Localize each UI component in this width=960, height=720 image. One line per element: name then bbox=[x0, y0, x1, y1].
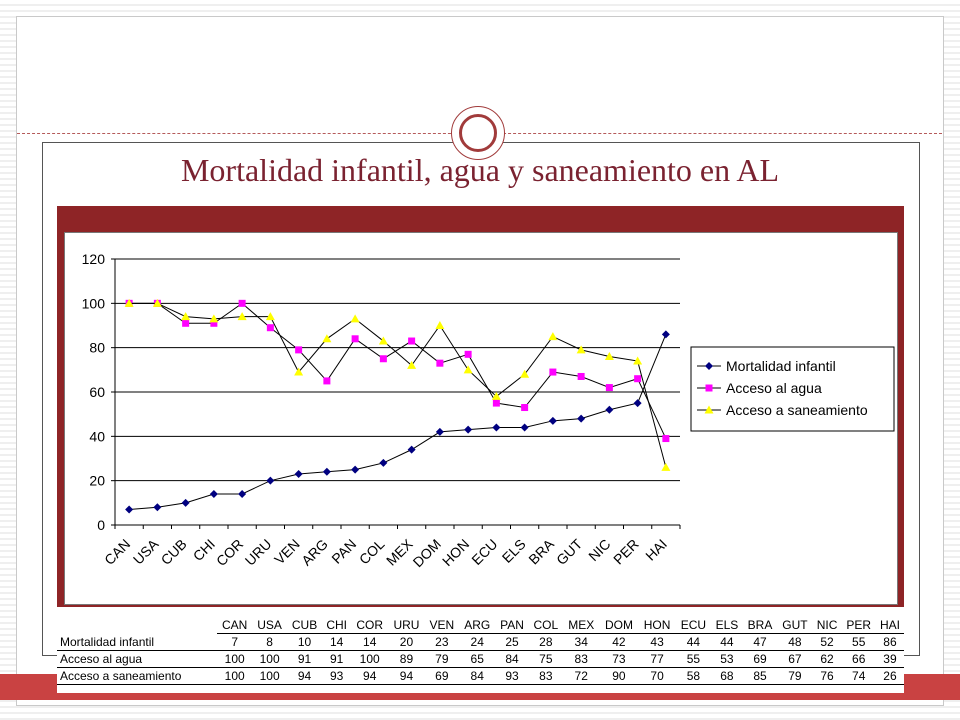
decorative-ring-icon bbox=[459, 114, 497, 152]
table-cell: 69 bbox=[742, 650, 778, 668]
table-cell: 24 bbox=[459, 633, 496, 651]
table-column-header: CHI bbox=[322, 617, 352, 634]
table-cell: 20 bbox=[388, 633, 425, 651]
table-cell: 100 bbox=[351, 650, 389, 668]
table-column-header: NIC bbox=[812, 617, 842, 634]
table-cell: 14 bbox=[322, 633, 352, 651]
table-column-header: COL bbox=[528, 617, 564, 634]
table-cell: 74 bbox=[841, 667, 876, 685]
table-cell: 72 bbox=[563, 667, 600, 685]
table-cell: 25 bbox=[495, 633, 529, 651]
table-column-header: CAN bbox=[217, 617, 253, 634]
table-cell: 93 bbox=[495, 667, 529, 685]
data-table: CAN USA CUB CHI COR URU VEN ARG PAN COL MEX DOM HON E… bbox=[57, 617, 904, 685]
table-cell: 93 bbox=[322, 667, 352, 685]
table-row: Acceso al agua 100 100 91 91 100 89 79 65 84 75 83 7… bbox=[57, 650, 904, 668]
table-column-header: BRA bbox=[742, 617, 778, 634]
table-cell: 44 bbox=[711, 633, 743, 651]
table-cell: 100 bbox=[217, 650, 253, 668]
table-cell: 77 bbox=[638, 650, 676, 668]
chart-area bbox=[64, 232, 898, 605]
table-cell: 52 bbox=[812, 633, 842, 651]
table-column-header: HAI bbox=[875, 617, 904, 634]
table-column-header: PAN bbox=[495, 617, 529, 634]
table-cell: 83 bbox=[563, 650, 600, 668]
table-cell: 69 bbox=[424, 667, 460, 685]
table-column-header: VEN bbox=[424, 617, 460, 634]
table-cell: 39 bbox=[875, 650, 904, 668]
table-cell: 44 bbox=[675, 633, 712, 651]
table-row-label: Acceso a saneamiento bbox=[57, 667, 217, 685]
table-row: Acceso a saneamiento 100 100 94 93 94 94 69 84 93… bbox=[57, 667, 904, 685]
table-cell: 73 bbox=[599, 650, 639, 668]
table-cell: 79 bbox=[777, 667, 813, 685]
table-cell: 85 bbox=[742, 667, 778, 685]
table-cell: 100 bbox=[252, 667, 287, 685]
table-cell: 91 bbox=[322, 650, 352, 668]
table-cell: 100 bbox=[217, 667, 253, 685]
table-header-row: CAN USA CUB CHI COR URU VEN ARG PAN COL MEX DOM HON E… bbox=[57, 617, 904, 634]
table-cell: 70 bbox=[638, 667, 676, 685]
table-cell: 58 bbox=[675, 667, 712, 685]
table-cell: 89 bbox=[388, 650, 425, 668]
table-cell: 34 bbox=[563, 633, 600, 651]
table-cell: 8 bbox=[252, 633, 287, 651]
table-cell: 23 bbox=[424, 633, 460, 651]
table-cell: 79 bbox=[424, 650, 460, 668]
table-cell: 66 bbox=[841, 650, 876, 668]
table-cell: 90 bbox=[599, 667, 639, 685]
table-cell: 55 bbox=[841, 633, 876, 651]
table-cell: 47 bbox=[742, 633, 778, 651]
table-cell: 84 bbox=[495, 650, 529, 668]
table-cell: 86 bbox=[875, 633, 904, 651]
table-column-header: PER bbox=[841, 617, 876, 634]
table-cell: 14 bbox=[351, 633, 389, 651]
table-cell: 94 bbox=[351, 667, 389, 685]
table-cell: 43 bbox=[638, 633, 676, 651]
table-cell: 55 bbox=[675, 650, 712, 668]
table-column-header: USA bbox=[252, 617, 287, 634]
table-column-header: MEX bbox=[563, 617, 600, 634]
table-cell: 84 bbox=[459, 667, 496, 685]
table-cell: 68 bbox=[711, 667, 743, 685]
table-column-header: ELS bbox=[711, 617, 743, 634]
table-cell: 53 bbox=[711, 650, 743, 668]
table-column-header: COR bbox=[351, 617, 389, 634]
table-column-header: URU bbox=[388, 617, 425, 634]
table-column-header: GUT bbox=[777, 617, 813, 634]
table-column-header: CUB bbox=[286, 617, 323, 634]
table-row: Mortalidad infantil 7 8 10 14 14 20 23 24 25 28 34 4… bbox=[57, 633, 904, 651]
table-cell: 7 bbox=[217, 633, 253, 651]
table-column-header: DOM bbox=[599, 617, 639, 634]
table-cell: 48 bbox=[777, 633, 813, 651]
table-cell: 91 bbox=[286, 650, 323, 668]
table-cell: 28 bbox=[528, 633, 564, 651]
table-cell: 75 bbox=[528, 650, 564, 668]
table-cell: 65 bbox=[459, 650, 496, 668]
slide-title: Mortalidad infantil, agua y saneamiento … bbox=[180, 152, 780, 188]
table-cell: 10 bbox=[286, 633, 323, 651]
table-cell: 67 bbox=[777, 650, 813, 668]
table-column-header: HON bbox=[638, 617, 676, 634]
table-row-label: Mortalidad infantil bbox=[57, 633, 217, 651]
table-cell: 94 bbox=[286, 667, 323, 685]
table-cell: 100 bbox=[252, 650, 287, 668]
table-cell: 62 bbox=[812, 650, 842, 668]
table-cell: 42 bbox=[599, 633, 639, 651]
table-row-label: Acceso al agua bbox=[57, 650, 217, 668]
table-cell: 26 bbox=[875, 667, 904, 685]
table-cell: 83 bbox=[528, 667, 564, 685]
table-column-header: ECU bbox=[675, 617, 712, 634]
table-column-header: ARG bbox=[459, 617, 496, 634]
table-cell: 76 bbox=[812, 667, 842, 685]
table-corner bbox=[57, 617, 217, 634]
table-cell: 94 bbox=[388, 667, 425, 685]
